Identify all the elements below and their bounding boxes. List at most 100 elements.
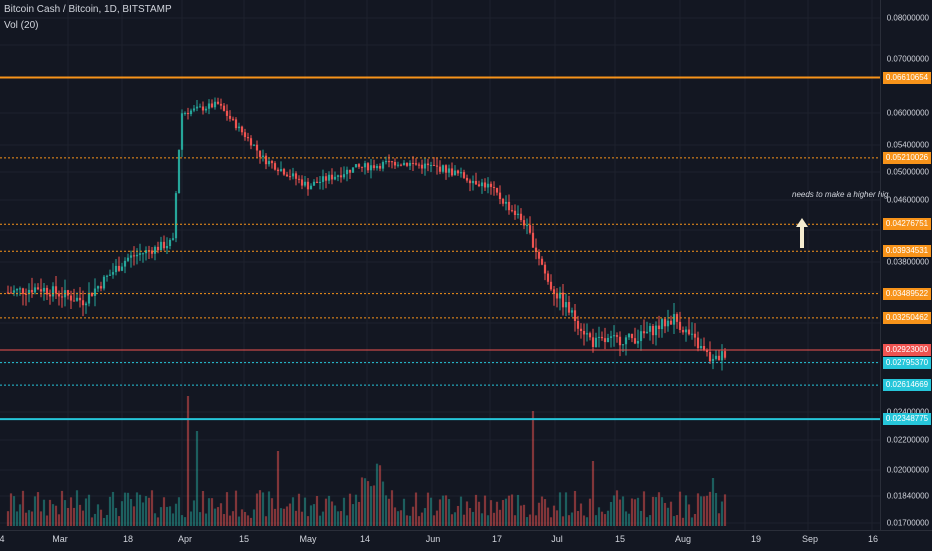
candle-body	[429, 165, 433, 167]
candle-body	[57, 293, 61, 297]
candle-body	[366, 163, 370, 171]
candle-body	[552, 289, 556, 294]
volume-bar	[720, 501, 724, 526]
price-tick-label: 0.05400000	[886, 140, 929, 150]
candle-body	[90, 292, 94, 296]
candle-body	[135, 254, 139, 257]
candle-body	[708, 352, 712, 362]
level-badge-resistance[interactable]: 0.06610654	[883, 71, 931, 84]
volume-bar	[486, 515, 490, 526]
volume-bar	[171, 513, 175, 526]
candle-body	[636, 341, 640, 344]
candle-body	[351, 167, 355, 173]
volume-bar	[288, 503, 292, 526]
candle-body	[642, 331, 646, 334]
volume-bar	[348, 493, 352, 526]
candle-body	[564, 302, 568, 308]
candle-body	[471, 180, 475, 184]
candle-body	[645, 331, 649, 334]
volume-bar	[189, 511, 193, 526]
level-badge-resistance[interactable]: 0.03250462	[883, 311, 931, 324]
volume-bar	[345, 515, 349, 526]
up-arrow-icon[interactable]	[795, 218, 809, 248]
candle-body	[45, 287, 49, 295]
level-badge-current[interactable]: 0.02923000	[883, 344, 931, 356]
candle-body	[711, 358, 715, 362]
volume-bar	[330, 501, 334, 526]
volume-bar	[273, 508, 277, 526]
candle-body	[132, 255, 136, 257]
price-axis[interactable]: 0.01700000 0.01840000 0.02000000 0.02200000…	[880, 0, 932, 530]
volume-bar	[63, 500, 67, 526]
volume-bar	[294, 510, 298, 526]
chart-area[interactable]: Bitcoin Cash / Bitcoin, 1D, BITSTAMP Vol…	[0, 0, 889, 530]
candle-body	[357, 164, 361, 167]
chart-annotation[interactable]: needs to make a higher hig	[792, 190, 889, 199]
candle-body	[249, 138, 253, 146]
volume-bar	[39, 511, 43, 526]
volume-bar	[657, 492, 661, 526]
candle-body	[264, 155, 268, 165]
volume-bar	[216, 507, 220, 526]
level-badge-resistance[interactable]: 0.04276751	[883, 218, 931, 231]
price-tick-label: 0.02400000	[886, 407, 929, 417]
candle-body	[261, 155, 265, 157]
volume-bar	[417, 516, 421, 526]
volume-bar	[573, 490, 577, 526]
volume-bar	[603, 514, 607, 526]
volume-bar	[426, 492, 430, 526]
volume-bar	[312, 504, 316, 526]
volume-bar	[243, 511, 247, 526]
candle-body	[618, 336, 622, 346]
candle-body	[306, 181, 310, 190]
volume-bar	[492, 512, 496, 526]
volume-bar	[12, 496, 16, 526]
price-tick-label: 0.03800000	[886, 257, 929, 267]
candle-body	[246, 137, 250, 139]
candle-body	[426, 163, 430, 166]
level-badge-support[interactable]: 0.02348775	[883, 413, 931, 426]
volume-bar	[57, 514, 61, 526]
volume-bar	[336, 511, 340, 526]
candle-body	[363, 163, 367, 168]
candle-body	[570, 310, 574, 313]
candle-body	[468, 180, 472, 184]
candle-body	[477, 184, 481, 187]
volume-bar	[558, 492, 562, 526]
volume-bar	[540, 496, 544, 526]
level-badge-resistance[interactable]: 0.05210026	[883, 151, 931, 164]
volume-bar	[429, 497, 433, 526]
candle-body	[402, 162, 406, 166]
level-badge-resistance[interactable]: 0.03934531	[883, 245, 931, 258]
level-badge-support[interactable]: 0.02614669	[883, 379, 931, 392]
candle-body	[441, 165, 445, 172]
price-tick-label: 0.07000000	[886, 54, 929, 64]
volume-bar	[567, 515, 571, 526]
volume-bar	[522, 504, 526, 526]
volume-legend: Vol (20)	[4, 20, 39, 31]
volume-bar	[663, 502, 667, 526]
price-tick-label: 0.06000000	[886, 108, 929, 118]
price-chart[interactable]	[0, 0, 880, 530]
volume-bar	[699, 496, 703, 526]
candle-body	[144, 250, 148, 254]
volume-bar	[207, 498, 211, 526]
candle-body	[48, 294, 52, 297]
candle-body	[9, 292, 13, 294]
volume-bar	[636, 497, 640, 526]
volume-bar	[708, 491, 712, 526]
candle-body	[597, 336, 601, 338]
volume-bar	[117, 516, 121, 526]
candle-body	[87, 292, 91, 304]
candle-body	[192, 108, 196, 111]
candle-body	[393, 162, 397, 166]
candle-body	[525, 225, 529, 227]
volume-bar	[423, 508, 427, 526]
volume-bar	[669, 501, 673, 526]
time-axis[interactable]: 4 Mar 18 Apr 15 May 14 Jun 17 Jul 15 Aug 19 Sep 16	[0, 530, 932, 551]
level-badge-resistance[interactable]: 0.03489522	[883, 287, 931, 300]
volume-bar	[678, 491, 682, 526]
level-badge-support[interactable]: 0.02795370	[883, 356, 931, 369]
candle-body	[666, 320, 670, 327]
candle-body	[180, 113, 184, 150]
